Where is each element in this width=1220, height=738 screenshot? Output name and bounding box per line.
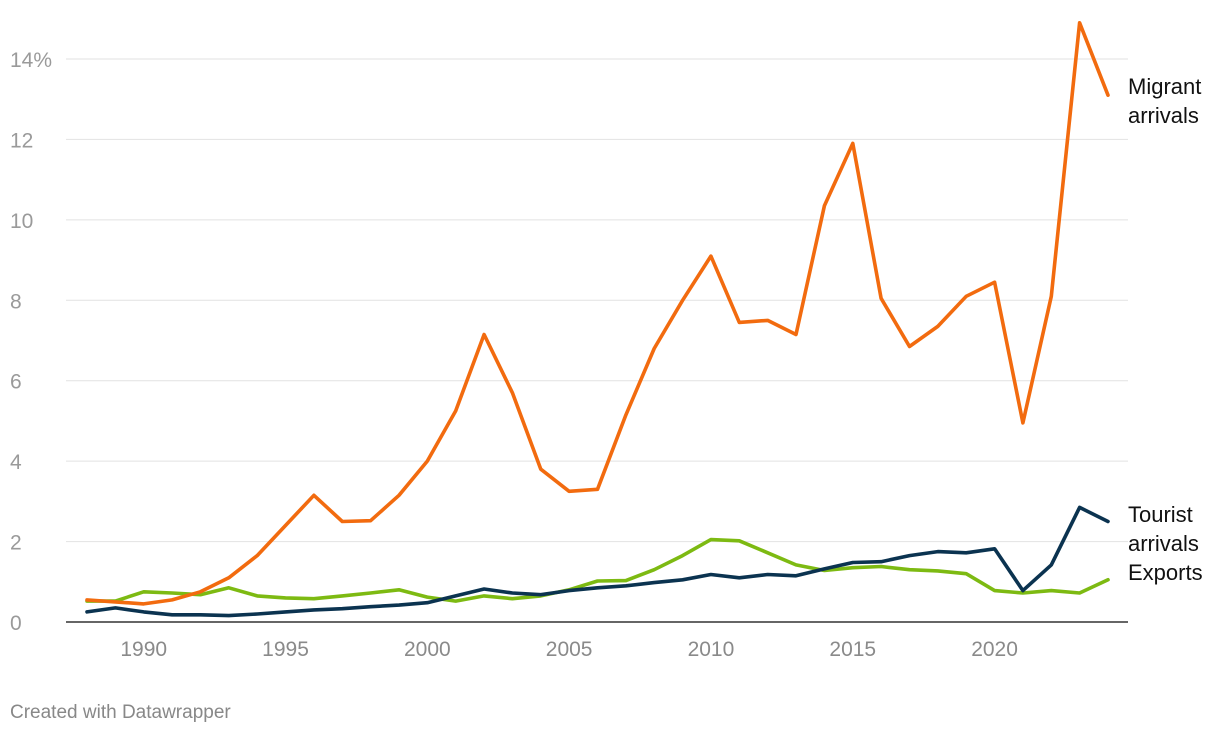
y-tick-label: 10 (10, 210, 33, 233)
y-tick-label: 8 (10, 290, 22, 313)
x-axis: 1990 1995 2000 2005 2010 2015 2020 (120, 638, 1018, 661)
series-line-tourist-arrivals (85, 505, 1110, 618)
x-tick-label: 2015 (829, 638, 876, 661)
y-tick-label: 0 (10, 612, 22, 635)
series-lines (85, 20, 1110, 618)
y-tick-label: 4 (10, 451, 22, 474)
footer-credit: Created with Datawrapper (10, 702, 231, 723)
y-tick-label: 6 (10, 371, 22, 394)
line-chart: 0 2 4 6 8 10 12 14% 1990 1995 2000 2005 2010 2015 202… (10, 20, 1203, 661)
y-tick-label: 12 (10, 129, 33, 152)
x-tick-label: 2000 (404, 638, 451, 661)
y-tick-label: 14% (10, 49, 52, 72)
gridlines (66, 58, 1128, 623)
x-tick-label: 1990 (120, 638, 167, 661)
x-tick-label: 1995 (262, 638, 309, 661)
x-tick-label: 2020 (971, 638, 1018, 661)
x-tick-label: 2005 (546, 638, 593, 661)
y-axis: 0 2 4 6 8 10 12 14% (10, 49, 52, 635)
series-label-migrant-arrivals: Migrant arrivals (1128, 74, 1201, 128)
x-tick-label: 2010 (688, 638, 735, 661)
series-line-exports (85, 537, 1110, 603)
series-line-migrant-arrivals (85, 20, 1110, 606)
y-tick-label: 2 (10, 532, 22, 555)
series-label-tourist-arrivals: Tourist arrivals (1128, 502, 1199, 556)
series-labels: Migrant arrivals Tourist arrivals Exports (1128, 74, 1203, 585)
series-label-exports: Exports (1128, 560, 1203, 585)
